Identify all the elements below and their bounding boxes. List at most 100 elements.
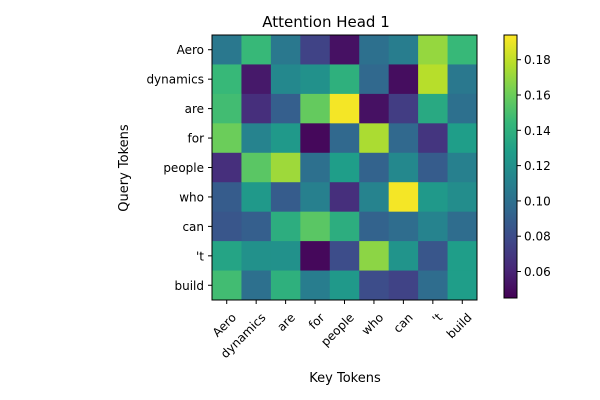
colorbar-tick-label: 0.14 <box>524 124 551 138</box>
y-tick-label: Aero <box>177 43 204 57</box>
colorbar-tick-label: 0.16 <box>524 89 551 103</box>
heatmap-cell-0-3 <box>300 35 331 65</box>
y-tick-label: dynamics <box>146 73 204 87</box>
y-tick-label: are <box>185 102 204 116</box>
colorbar-tick-label: 0.10 <box>524 194 551 208</box>
heatmap-cell-1-3 <box>300 64 331 95</box>
heatmap-cell-1-0 <box>212 64 242 95</box>
heatmap-cell-3-2 <box>270 123 301 154</box>
heatmap-cell-8-7 <box>418 270 449 301</box>
heatmap-cell-5-1 <box>241 182 272 213</box>
heatmap-cell-0-8 <box>447 35 478 65</box>
heatmap-cell-1-7 <box>418 64 449 95</box>
chart-title: Attention Head 1 <box>262 13 390 31</box>
heatmap-cell-4-3 <box>300 152 331 183</box>
heatmap-cell-6-6 <box>388 211 419 242</box>
y-tick-label: people <box>163 161 204 175</box>
heatmap-cell-3-8 <box>447 123 478 154</box>
heatmap-cell-7-1 <box>241 241 272 272</box>
heatmap-cell-0-5 <box>359 35 390 65</box>
heatmap-cell-4-0 <box>212 152 242 183</box>
colorbar-ticks: 0.06 0.08 0.10 0.12 0.14 0.16 0.18 <box>517 53 551 279</box>
y-tick-label: can <box>182 220 204 234</box>
heatmap-cell-0-6 <box>388 35 419 65</box>
y-tick-label: for <box>188 132 205 146</box>
heatmap-cell-4-2 <box>270 152 301 183</box>
heatmap-cell-2-2 <box>270 93 301 124</box>
heatmap-cell-0-2 <box>270 35 301 65</box>
x-tick-label: for <box>306 310 328 332</box>
heatmap-cell-7-6 <box>388 241 419 272</box>
heatmap-cell-1-8 <box>447 64 478 95</box>
heatmap-cell-7-0 <box>212 241 242 272</box>
colorbar-tick-label: 0.08 <box>524 230 551 244</box>
heatmap-cell-8-8 <box>447 270 478 301</box>
colorbar-tick-label: 0.06 <box>524 265 551 279</box>
x-tick-label: are <box>274 310 298 334</box>
heatmap-cell-5-7 <box>418 182 449 213</box>
heatmap-cell-2-4 <box>329 93 360 124</box>
heatmap-cell-3-6 <box>388 123 419 154</box>
x-tick-label: 't <box>430 310 446 326</box>
y-axis-label: Query Tokens <box>117 124 132 212</box>
heatmap-cell-7-8 <box>447 241 478 272</box>
heatmap-cell-2-0 <box>212 93 242 124</box>
x-tick-label: people <box>318 310 357 349</box>
heatmap-cell-6-0 <box>212 211 242 242</box>
heatmap-cell-6-2 <box>270 211 301 242</box>
heatmap-cell-3-4 <box>329 123 360 154</box>
heatmap-cell-0-4 <box>329 35 360 65</box>
heatmap-cell-2-1 <box>241 93 272 124</box>
heatmap-cell-3-5 <box>359 123 390 154</box>
heatmap-cell-8-5 <box>359 270 390 301</box>
y-tick-label: 't <box>196 249 204 263</box>
x-tick-label: build <box>444 310 475 341</box>
x-tick-label: who <box>359 310 386 337</box>
colorbar-tick-label: 0.12 <box>524 159 551 173</box>
heatmap-cell-5-4 <box>329 182 360 213</box>
heatmap-cell-1-1 <box>241 64 272 95</box>
heatmap-cell-1-6 <box>388 64 419 95</box>
heatmap-cell-3-1 <box>241 123 272 154</box>
heatmap-cell-2-3 <box>300 93 331 124</box>
heatmap-cell-6-1 <box>241 211 272 242</box>
heatmap-cell-2-7 <box>418 93 449 124</box>
heatmap-cell-2-5 <box>359 93 390 124</box>
heatmap-cell-8-0 <box>212 270 242 301</box>
y-axis-ticks: Aero dynamics are for people who can 't build <box>146 43 212 293</box>
heatmap-cell-2-8 <box>447 93 478 124</box>
heatmap-cell-4-6 <box>388 152 419 183</box>
heatmap-cells <box>212 35 478 301</box>
heatmap-cell-4-4 <box>329 152 360 183</box>
heatmap-cell-3-7 <box>418 123 449 154</box>
heatmap-cell-5-3 <box>300 182 331 213</box>
heatmap-cell-1-2 <box>270 64 301 95</box>
heatmap-cell-7-7 <box>418 241 449 272</box>
heatmap-cell-8-2 <box>270 270 301 301</box>
heatmap-cell-8-4 <box>329 270 360 301</box>
colorbar-tick-label: 0.18 <box>524 53 551 67</box>
heatmap-cell-0-0 <box>212 35 242 65</box>
heatmap-cell-4-8 <box>447 152 478 183</box>
heatmap-cell-5-2 <box>270 182 301 213</box>
heatmap-cell-7-2 <box>270 241 301 272</box>
heatmap-cell-5-8 <box>447 182 478 213</box>
heatmap-cell-5-0 <box>212 182 242 213</box>
x-tick-label: can <box>391 310 416 335</box>
heatmap-cell-7-5 <box>359 241 390 272</box>
heatmap-cell-8-3 <box>300 270 331 301</box>
heatmap-cell-6-3 <box>300 211 331 242</box>
heatmap-cell-5-5 <box>359 182 390 213</box>
heatmap-cell-7-3 <box>300 241 331 272</box>
colorbar <box>503 34 518 299</box>
y-tick-label: who <box>179 190 204 204</box>
heatmap-cell-7-4 <box>329 241 360 272</box>
heatmap-cell-3-3 <box>300 123 331 154</box>
heatmap-cell-6-4 <box>329 211 360 242</box>
heatmap-cell-1-4 <box>329 64 360 95</box>
y-tick-label: build <box>174 279 204 293</box>
heatmap-cell-6-5 <box>359 211 390 242</box>
heatmap-cell-0-7 <box>418 35 449 65</box>
